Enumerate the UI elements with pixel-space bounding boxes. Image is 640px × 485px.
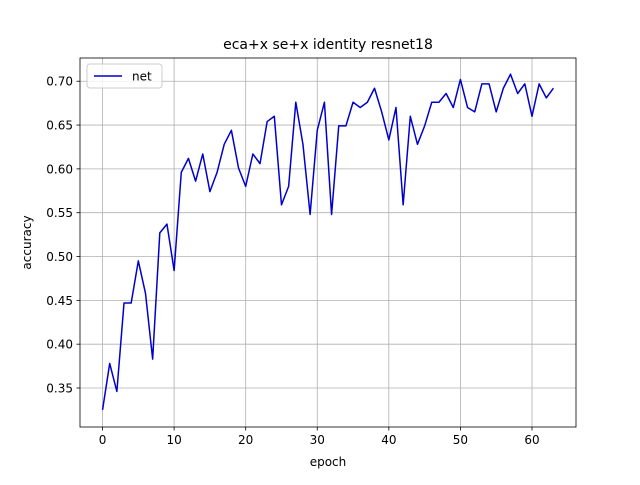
x-tick-label: 0 bbox=[99, 433, 107, 447]
x-tick-label: 30 bbox=[310, 433, 325, 447]
chart-title: eca+x se+x identity resnet18 bbox=[223, 37, 433, 53]
x-tick-label: 50 bbox=[453, 433, 468, 447]
legend-label-net: net bbox=[132, 70, 152, 84]
y-axis-label: accuracy bbox=[20, 215, 34, 269]
y-tick-label: 0.55 bbox=[46, 206, 73, 220]
y-tick-label: 0.35 bbox=[46, 381, 73, 395]
legend: net bbox=[87, 64, 162, 88]
x-tick-label: 60 bbox=[524, 433, 539, 447]
x-tick-label: 10 bbox=[166, 433, 181, 447]
y-tick-label: 0.40 bbox=[46, 338, 73, 352]
x-tick-label: 20 bbox=[238, 433, 253, 447]
x-tick-label: 40 bbox=[381, 433, 396, 447]
y-tick-label: 0.60 bbox=[46, 162, 73, 176]
y-tick-label: 0.65 bbox=[46, 119, 73, 133]
y-tick-label: 0.45 bbox=[46, 294, 73, 308]
y-tick-label: 0.70 bbox=[46, 75, 73, 89]
y-tick-label: 0.50 bbox=[46, 250, 73, 264]
x-axis-label: epoch bbox=[310, 455, 347, 469]
